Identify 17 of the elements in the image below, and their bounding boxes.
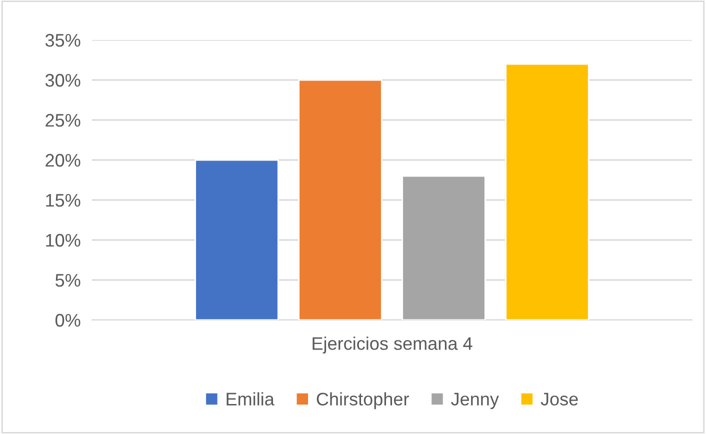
legend-label: Chirstopher: [316, 392, 409, 410]
legend-label: Jenny: [451, 392, 499, 410]
legend-label: Emilia: [226, 392, 274, 406]
y-tick-label: 15%: [46, 194, 80, 207]
y-tick-label: 20%: [46, 154, 80, 167]
y-tick-label: 10%: [46, 234, 80, 247]
bar: [402, 175, 486, 320]
bar: [194, 159, 279, 320]
bar: [298, 79, 382, 320]
y-tick-label: 5%: [56, 274, 80, 287]
y-tick-label: 30%: [45, 74, 80, 87]
y-tick-label: 25%: [46, 114, 80, 127]
y-tick-label: 0%: [56, 314, 80, 327]
bar: [505, 63, 590, 320]
legend-label: Jose: [540, 392, 578, 406]
x-tick-label: Ejercicios semana 4: [312, 336, 472, 354]
y-tick-label: 35%: [45, 34, 80, 47]
